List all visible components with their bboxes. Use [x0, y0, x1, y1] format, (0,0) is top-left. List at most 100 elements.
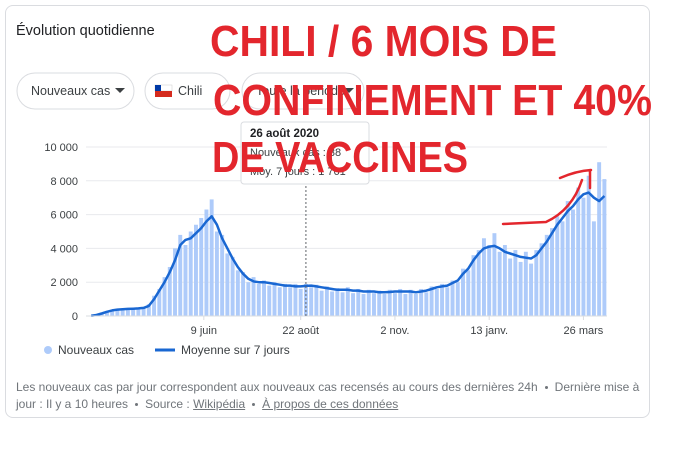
bar — [471, 255, 476, 316]
tooltip: 26 août 2020 Nouveaux cas : 38 Moy. 7 jo… — [240, 121, 370, 185]
bar — [104, 310, 109, 316]
bar — [110, 310, 115, 316]
bar — [241, 272, 246, 316]
bar — [199, 217, 204, 316]
bar — [188, 231, 193, 316]
card-title: Évolution quotidienne — [16, 22, 155, 39]
bar — [125, 308, 130, 316]
bar — [455, 282, 460, 316]
bar — [340, 292, 345, 316]
y-tick-label: 8 000 — [50, 176, 78, 188]
bar — [445, 287, 450, 316]
y-tick-label: 2 000 — [50, 277, 78, 289]
flag-bottom — [155, 91, 172, 97]
bar — [214, 231, 219, 316]
dropdown-box[interactable] — [241, 72, 365, 110]
bar — [246, 282, 251, 316]
bar — [283, 283, 287, 316]
source-link[interactable]: Wikipédia — [193, 397, 246, 411]
bar — [586, 175, 591, 316]
bar — [330, 291, 335, 316]
bar — [267, 285, 272, 316]
period-dropdown[interactable]: Toute la période — [241, 72, 365, 110]
bar — [204, 209, 209, 316]
flag-canton — [155, 85, 161, 91]
bar — [298, 288, 303, 316]
bar — [251, 277, 256, 316]
bar — [502, 245, 507, 316]
x-tick-label: 26 mars — [564, 325, 604, 337]
chart: Évolution quotidienne Nouveaux cas Chili… — [16, 17, 652, 357]
dropdown-label[interactable]: Nouveaux cas — [31, 84, 110, 98]
separator — [544, 386, 548, 390]
bar — [565, 201, 570, 316]
bar — [319, 290, 324, 316]
bar — [476, 250, 481, 316]
overlay: CHILI / 6 MOIS DE CONFINEMENT ET 40% DE … — [210, 17, 652, 182]
bar — [293, 283, 298, 316]
y-tick-label: 10 000 — [44, 142, 78, 154]
bar — [377, 290, 382, 316]
bar — [366, 289, 371, 316]
dropdown-arrow — [344, 88, 354, 93]
bar — [256, 283, 261, 316]
bar — [597, 162, 602, 316]
bar — [324, 286, 329, 316]
bar — [529, 263, 534, 316]
dropdown-box[interactable] — [144, 72, 231, 110]
dropdown-box[interactable] — [16, 72, 135, 110]
bar — [288, 287, 293, 316]
tooltip-line: Moy. 7 jours : 1 761 — [250, 166, 346, 178]
metric-dropdown[interactable]: Nouveaux cas — [16, 72, 135, 110]
x-tick-label: 2 nov. — [380, 325, 409, 337]
legend-swatch-bar — [44, 346, 52, 354]
bar — [571, 209, 575, 316]
bar — [555, 216, 560, 316]
dropdown-label[interactable]: Chili — [178, 84, 202, 98]
bar — [513, 250, 518, 316]
bar — [403, 294, 408, 316]
bar — [550, 228, 554, 316]
footer-text: Les nouveaux cas par jour correspondent … — [16, 380, 538, 394]
y-tick-label: 0 — [72, 311, 78, 323]
bar — [508, 258, 513, 316]
dropdown-label[interactable]: Toute la période — [256, 84, 345, 98]
dropdown-arrow — [115, 88, 125, 93]
bar — [157, 288, 162, 316]
bar — [209, 199, 214, 316]
bar — [440, 283, 445, 316]
bar — [230, 256, 235, 316]
bar — [382, 294, 387, 316]
bar — [152, 295, 157, 316]
bar — [120, 309, 125, 316]
bar — [534, 250, 539, 316]
bar — [602, 179, 607, 316]
card — [5, 5, 650, 418]
bar — [115, 308, 120, 316]
bar — [523, 251, 528, 316]
country-dropdown[interactable]: Chili — [144, 72, 231, 110]
bar — [419, 288, 424, 316]
bar — [314, 284, 319, 316]
bar — [413, 294, 418, 316]
legend-label: Nouveaux cas — [58, 343, 134, 357]
tooltip-title: 26 août 2020 — [250, 128, 319, 140]
bar — [461, 268, 465, 316]
x-tick-label: 13 janv. — [470, 325, 508, 337]
bar — [497, 251, 502, 316]
bar — [466, 270, 471, 316]
bar — [481, 238, 486, 316]
bar — [225, 253, 230, 316]
y-tick-label: 6 000 — [50, 210, 78, 222]
bar — [392, 293, 397, 316]
bar — [351, 293, 356, 316]
bar — [372, 293, 376, 316]
bar — [193, 224, 198, 316]
bar — [581, 197, 586, 316]
bar — [167, 266, 172, 316]
tooltip-line: Nouveaux cas : 38 — [250, 147, 341, 159]
bar — [277, 287, 282, 316]
about-link[interactable]: À propos de ces données — [262, 397, 399, 411]
bar — [429, 286, 434, 316]
tooltip-box — [240, 121, 370, 185]
